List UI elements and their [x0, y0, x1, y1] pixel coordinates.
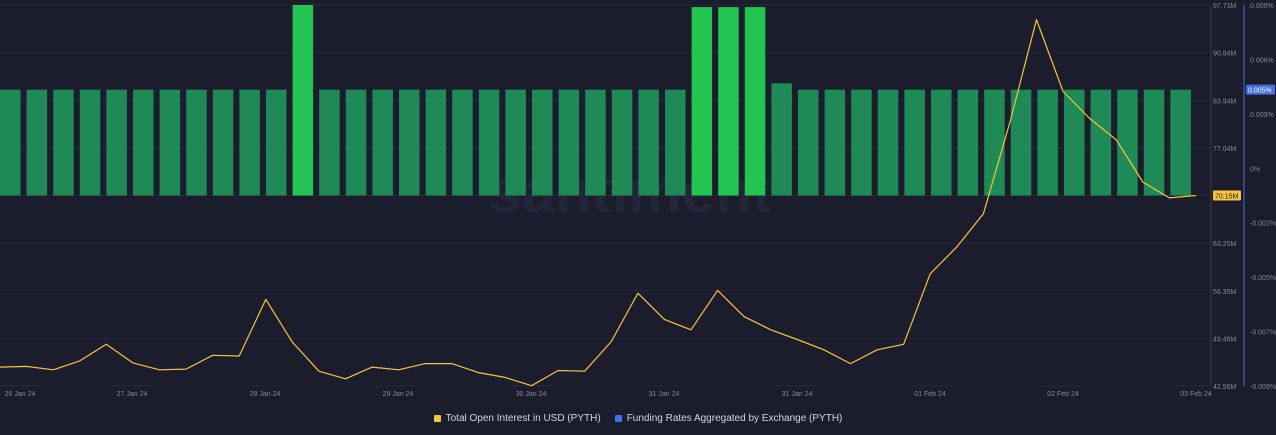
x-axis: 26 Jan 24 27 Jan 24 28 Jan 24 29 Jan 24 30 J…: [5, 391, 1212, 398]
left-tick-label: 77.04M: [1213, 146, 1237, 153]
x-tick-label: 28 Jan 24: [250, 391, 281, 398]
x-tick-label: 30 Jan 24: [516, 391, 547, 398]
funding-bar: [106, 89, 127, 196]
funding-bar: [798, 89, 819, 196]
funding-bar: [718, 7, 739, 196]
square-swatch-icon: [614, 414, 622, 422]
square-swatch-icon: [433, 414, 441, 422]
chart-svg: santiment 97.73M90.84M83.94M77.04M70.15M…: [0, 3, 1276, 398]
left-tick-label: 49.48M: [1213, 336, 1237, 343]
current-oi-tag: [1213, 190, 1241, 201]
funding-bar: [611, 89, 633, 196]
funding-bar: [186, 89, 207, 196]
funding-bar: [1010, 89, 1032, 196]
funding-bar: [266, 89, 287, 196]
funding-bar: [585, 89, 606, 196]
left-tick-label: 83.94M: [1213, 98, 1237, 105]
funding-bar: [851, 89, 872, 196]
funding-bar: [159, 89, 181, 196]
legend: Total Open Interest in USD (PYTH) Fundin…: [0, 409, 1276, 427]
funding-bar: [0, 89, 21, 196]
funding-bar: [532, 89, 553, 196]
funding-bar: [478, 89, 500, 196]
x-tick-label: 31 Jan 24: [649, 391, 680, 398]
funding-bar: [425, 89, 447, 196]
open-interest-polyline: [0, 19, 1197, 387]
x-tick-label: 26 Jan 24: [5, 391, 36, 398]
funding-bar: [691, 7, 713, 196]
funding-bar: [931, 89, 952, 196]
funding-bar: [292, 5, 314, 196]
x-tick-label: 27 Jan 24: [117, 391, 148, 398]
right-tick-label: 0.006%: [1250, 57, 1274, 64]
left-tick-label: 56.35M: [1213, 289, 1237, 296]
open-interest-line: [0, 19, 1197, 387]
x-tick-label: 01 Feb 24: [914, 391, 946, 398]
right-tick-label: -0.009%: [1250, 384, 1276, 391]
funding-bar: [1170, 89, 1191, 196]
funding-bar: [399, 89, 420, 196]
funding-bar: [638, 89, 659, 196]
left-tick-label: 63.25M: [1213, 241, 1237, 248]
funding-bar: [1143, 89, 1165, 196]
funding-bar: [558, 89, 580, 196]
right-tick-label: -0.005%: [1250, 275, 1276, 282]
right-tick-label: -0.007%: [1250, 330, 1276, 337]
x-tick-label: 31 Jan 24: [782, 391, 813, 398]
funding-bar: [877, 89, 899, 196]
x-tick-label: 29 Jan 24: [383, 391, 414, 398]
left-tick-label: 97.73M: [1213, 3, 1237, 10]
funding-bar: [1117, 89, 1138, 196]
funding-bar: [1037, 89, 1058, 196]
funding-bar: [212, 89, 234, 196]
right-tick-label: 0%: [1250, 166, 1260, 173]
x-tick-label: 02 Feb 24: [1047, 391, 1079, 398]
current-oi-tag-text: 70.15M: [1215, 193, 1239, 200]
legend-item-funding-rates[interactable]: Funding Rates Aggregated by Exchange (PY…: [614, 412, 843, 424]
funding-bar: [744, 7, 766, 196]
left-tick-label: 42.56M: [1213, 384, 1237, 391]
funding-bar: [319, 89, 340, 196]
funding-bar: [452, 89, 473, 196]
funding-bars: [0, 5, 1191, 196]
funding-bar: [53, 89, 74, 196]
funding-bar: [239, 89, 260, 196]
x-tick-label: 03 Feb 24: [1180, 391, 1212, 398]
right-tick-label: 0.003%: [1250, 112, 1274, 119]
funding-bar: [79, 89, 101, 196]
current-funding-tag-text: 0.005%: [1248, 88, 1272, 95]
left-tick-label: 90.84M: [1213, 51, 1237, 58]
funding-bar: [771, 83, 792, 196]
funding-bar: [904, 89, 925, 196]
funding-bar: [1090, 89, 1112, 196]
right-axis: 0.009% 0.006% 0.003% 0% -0.002% -0.005% -0.007…: [1243, 3, 1276, 391]
current-funding-tag: [1246, 84, 1275, 95]
value-tags: 70.15M 0.005%: [1213, 84, 1275, 201]
legend-label-funding-rates: Funding Rates Aggregated by Exchange (PY…: [626, 412, 843, 424]
funding-bar: [665, 89, 686, 196]
funding-bar: [26, 89, 48, 196]
funding-bar: [1064, 89, 1085, 196]
legend-label-open-interest: Total Open Interest in USD (PYTH): [445, 412, 601, 424]
funding-bar: [372, 89, 393, 196]
funding-bar: [345, 89, 367, 196]
funding-bar: [505, 89, 526, 196]
funding-bar: [133, 89, 154, 196]
funding-bar: [957, 89, 979, 196]
right-tick-label: 0.009%: [1250, 3, 1274, 10]
right-tick-label: -0.002%: [1250, 221, 1276, 228]
funding-bar: [824, 89, 846, 196]
funding-bar: [984, 89, 1005, 196]
legend-item-open-interest[interactable]: Total Open Interest in USD (PYTH): [433, 412, 601, 424]
